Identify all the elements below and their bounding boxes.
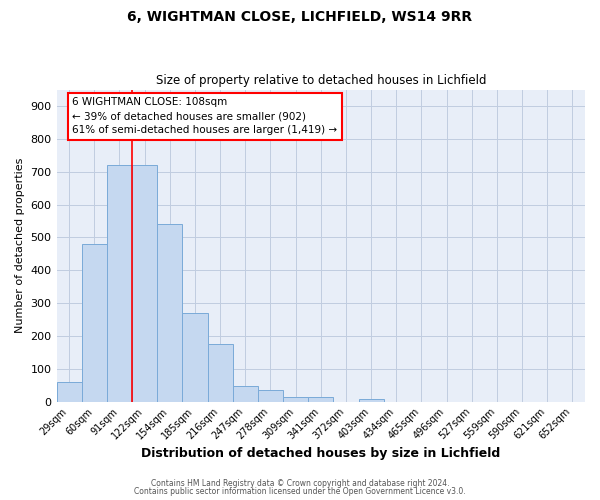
Bar [308, 396, 334, 402]
Bar [283, 396, 308, 402]
Text: 6, WIGHTMAN CLOSE, LICHFIELD, WS14 9RR: 6, WIGHTMAN CLOSE, LICHFIELD, WS14 9RR [127, 10, 473, 24]
Bar [208, 344, 233, 402]
Bar [182, 313, 208, 402]
Bar [233, 386, 258, 402]
Bar [359, 399, 383, 402]
Text: Contains HM Land Registry data © Crown copyright and database right 2024.: Contains HM Land Registry data © Crown c… [151, 478, 449, 488]
Bar [56, 382, 82, 402]
Text: 6 WIGHTMAN CLOSE: 108sqm
← 39% of detached houses are smaller (902)
61% of semi-: 6 WIGHTMAN CLOSE: 108sqm ← 39% of detach… [73, 98, 338, 136]
Title: Size of property relative to detached houses in Lichfield: Size of property relative to detached ho… [155, 74, 486, 87]
Bar [82, 244, 107, 402]
Bar [157, 224, 182, 402]
X-axis label: Distribution of detached houses by size in Lichfield: Distribution of detached houses by size … [141, 447, 500, 460]
Bar [132, 165, 157, 402]
Bar [107, 165, 132, 402]
Y-axis label: Number of detached properties: Number of detached properties [15, 158, 25, 334]
Text: Contains public sector information licensed under the Open Government Licence v3: Contains public sector information licen… [134, 487, 466, 496]
Bar [258, 390, 283, 402]
